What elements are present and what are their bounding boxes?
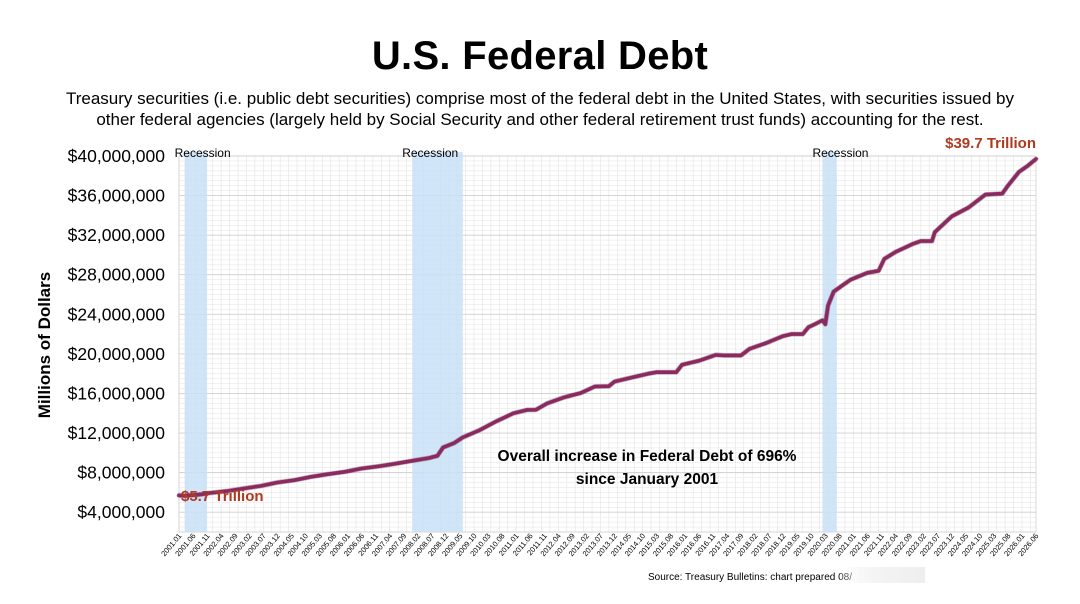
recession-label: Recession	[402, 146, 458, 160]
y-axis-label: Millions of Dollars	[35, 272, 54, 418]
series-layer	[176, 156, 1039, 499]
chart-subtitle: Treasury securities (i.e. public debt se…	[65, 89, 1014, 129]
x-axis: 2001.012001.062001.112002.042002.092003.…	[159, 532, 1040, 559]
chart-title: U.S. Federal Debt	[371, 34, 709, 78]
y-tick-label: $32,000,000	[68, 225, 166, 245]
recession-band	[184, 152, 208, 532]
y-tick-label: $36,000,000	[68, 186, 166, 206]
source-note: Source: Treasury Bulletins: chart prepar…	[648, 572, 852, 583]
series-line	[177, 157, 1038, 498]
recession-bands: Recession Recession Recession	[175, 146, 868, 532]
y-tick-label: $20,000,000	[68, 344, 166, 364]
y-tick-label: $8,000,000	[77, 463, 165, 483]
bottom-right-overlay	[840, 567, 925, 583]
plot-frame	[178, 155, 1037, 533]
recession-band	[412, 152, 463, 532]
y-tick-label: $12,000,000	[68, 423, 166, 443]
y-axis: $4,000,000 $8,000,000 $12,000,000 $16,000,0…	[68, 146, 166, 522]
y-tick-label: $4,000,000	[77, 502, 165, 522]
recession-band	[822, 152, 837, 532]
increase-note-line2: since January 2001	[576, 471, 719, 488]
series-line-shadow	[176, 156, 1039, 499]
grid-layer	[178, 155, 1037, 533]
y-tick-label: $24,000,000	[68, 304, 166, 324]
increase-note-line1: Overall increase in Federal Debt of 696%	[498, 448, 797, 465]
y-tick-label: $16,000,000	[68, 383, 166, 403]
start-value-callout: $5.7 Trillion	[181, 488, 264, 505]
end-value-callout: $39.7 Trillion	[945, 135, 1036, 152]
recession-label: Recession	[175, 146, 231, 160]
y-tick-label: $40,000,000	[68, 146, 166, 166]
y-tick-label: $28,000,000	[68, 265, 166, 285]
recession-label: Recession	[812, 146, 868, 160]
